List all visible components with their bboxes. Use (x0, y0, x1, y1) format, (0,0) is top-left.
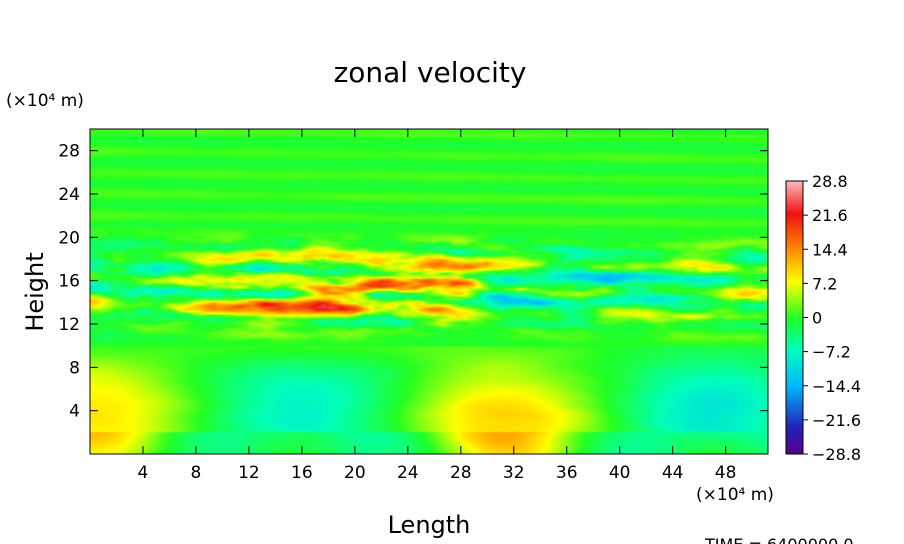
x-tick-label: 36 (556, 463, 578, 483)
heatmap-image (90, 129, 768, 454)
x-tick-label: 44 (662, 463, 684, 483)
colorbar-tick-label: −28.8 (812, 445, 861, 464)
colorbar-gradient (785, 180, 804, 455)
y-tick-label: 24 (58, 185, 80, 205)
colorbar-tick-label: −7.2 (812, 343, 851, 362)
colorbar-tick-label: 7.2 (812, 274, 837, 293)
y-tick-label: 20 (58, 228, 80, 248)
colorbar: 28.8 21.6 14.4 7.2 0 −7.2 −14.4 −21.6 −28.8 (785, 172, 861, 464)
colorbar-tick-label: −21.6 (812, 411, 861, 430)
y-tick-label: 12 (58, 315, 80, 335)
y-axis-ticks: 4 8 12 16 20 24 28 (58, 142, 768, 422)
colorbar-tick-label: 21.6 (812, 206, 848, 225)
colorbar-ticks: 28.8 21.6 14.4 7.2 0 −7.2 −14.4 −21.6 −28.8 (803, 172, 861, 464)
x-tick-label: 40 (609, 463, 631, 483)
x-axis-unit: (×10⁴ m) (696, 485, 774, 505)
x-tick-label: 32 (503, 463, 525, 483)
x-tick-label: 24 (397, 463, 419, 483)
colorbar-tick-label: 28.8 (812, 172, 848, 191)
y-axis-unit: (×10⁴ m) (6, 91, 84, 111)
y-tick-label: 16 (58, 272, 80, 292)
y-axis-title: Height (21, 252, 49, 331)
colorbar-tick-label: 14.4 (812, 240, 848, 259)
x-tick-label: 48 (715, 463, 737, 483)
colorbar-tick-label: −14.4 (812, 377, 861, 396)
x-axis-ticks: 4 8 12 16 20 24 28 32 36 40 44 48 (138, 129, 737, 483)
x-tick-label: 8 (191, 463, 202, 483)
y-tick-label: 8 (69, 358, 80, 378)
x-tick-label: 20 (344, 463, 366, 483)
heatmap-plot-area (90, 129, 768, 454)
x-tick-label: 4 (138, 463, 149, 483)
x-tick-label: 28 (450, 463, 472, 483)
colorbar-tick-label: 0 (812, 309, 822, 328)
chart-title: zonal velocity (334, 56, 527, 89)
x-tick-label: 12 (238, 463, 260, 483)
y-tick-label: 4 (69, 402, 80, 422)
plot-frame (89, 128, 769, 455)
time-label: TIME = 6400000.0 (704, 535, 854, 544)
y-tick-label: 28 (58, 142, 80, 162)
x-tick-label: 16 (291, 463, 313, 483)
x-axis-title: Length (388, 511, 471, 539)
